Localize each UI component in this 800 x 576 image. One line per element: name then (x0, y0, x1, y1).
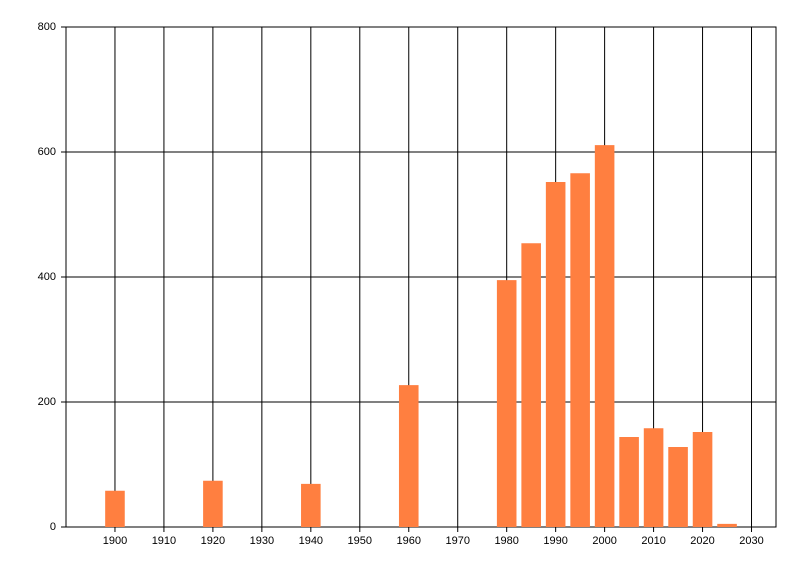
bar (496, 280, 517, 527)
bar (545, 182, 566, 527)
bar (692, 432, 713, 527)
x-tick-label: 1950 (348, 535, 372, 547)
bar (594, 145, 615, 527)
bar (105, 490, 125, 527)
x-tick-label: 1990 (543, 535, 567, 547)
y-tick-label: 0 (50, 521, 56, 533)
y-tick-label: 800 (38, 21, 56, 33)
bar (668, 447, 688, 527)
bar (301, 483, 321, 527)
x-tick-label: 1900 (103, 535, 127, 547)
y-tick-label: 200 (38, 396, 56, 408)
x-tick-label: 2020 (690, 535, 714, 547)
x-tick-label: 2030 (739, 535, 763, 547)
x-tick-label: 1930 (250, 535, 274, 547)
bar (643, 428, 664, 527)
bar (203, 480, 223, 527)
bar (619, 437, 639, 527)
x-tick-label: 2010 (641, 535, 665, 547)
x-tick-label: 1980 (494, 535, 518, 547)
x-tick-label: 1920 (201, 535, 225, 547)
x-tick-label: 1910 (152, 535, 176, 547)
bar (521, 243, 541, 527)
x-tick-label: 1960 (397, 535, 421, 547)
y-tick-label: 400 (38, 271, 56, 283)
x-tick-label: 2000 (592, 535, 616, 547)
bar (398, 385, 419, 527)
x-tick-label: 1940 (299, 535, 323, 547)
x-tick-label: 1970 (445, 535, 469, 547)
y-tick-label: 600 (38, 146, 56, 158)
bar (717, 523, 737, 527)
bar (570, 173, 590, 527)
